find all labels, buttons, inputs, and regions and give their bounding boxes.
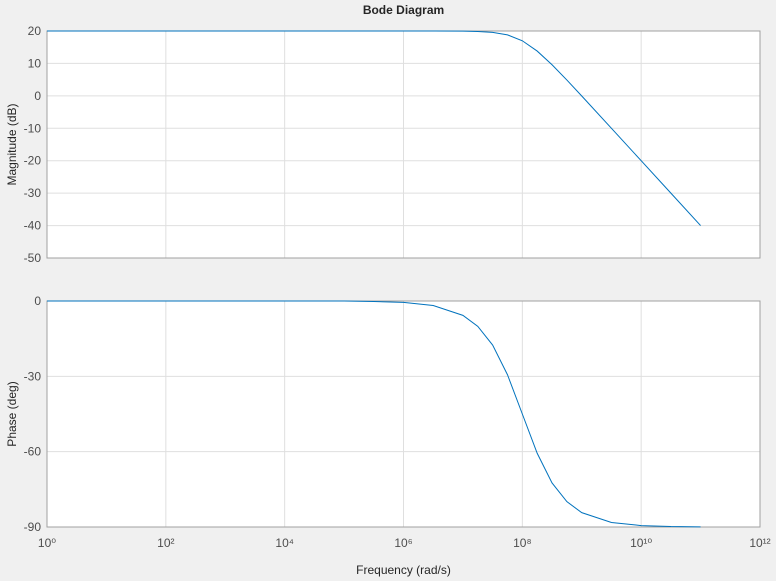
y-tick-label: -30 [24, 369, 42, 383]
y-tick-label: -50 [24, 251, 42, 265]
x-tick-label: 10⁰ [38, 536, 56, 550]
x-tick-label: 10⁴ [275, 536, 294, 550]
y-tick-label: -40 [24, 219, 42, 233]
y-tick-label: -20 [24, 154, 42, 168]
x-axis-label: Frequency (rad/s) [356, 563, 451, 577]
x-tick-label: 10¹⁰ [630, 536, 652, 550]
y-tick-label: 0 [34, 89, 41, 103]
y-tick-label: -30 [24, 186, 42, 200]
y-tick-label: 0 [34, 294, 41, 308]
y-tick-label: -90 [24, 520, 42, 534]
x-tick-label: 10² [157, 536, 174, 550]
y-axis-label: Magnitude (dB) [5, 103, 19, 185]
y-tick-label: 20 [28, 24, 42, 38]
y-tick-label: 10 [28, 56, 42, 70]
plot-frame [46, 300, 761, 528]
x-tick-label: 10¹² [749, 536, 770, 550]
x-tick-label: 10⁸ [513, 536, 531, 550]
x-tick-label: 10⁶ [394, 536, 412, 550]
y-tick-label: -10 [24, 121, 42, 135]
series-line [47, 30, 701, 226]
y-tick-label: -60 [24, 445, 42, 459]
chart-title: Bode Diagram [363, 3, 444, 17]
series-line [47, 300, 701, 528]
y-axis-label: Phase (deg) [5, 381, 19, 446]
